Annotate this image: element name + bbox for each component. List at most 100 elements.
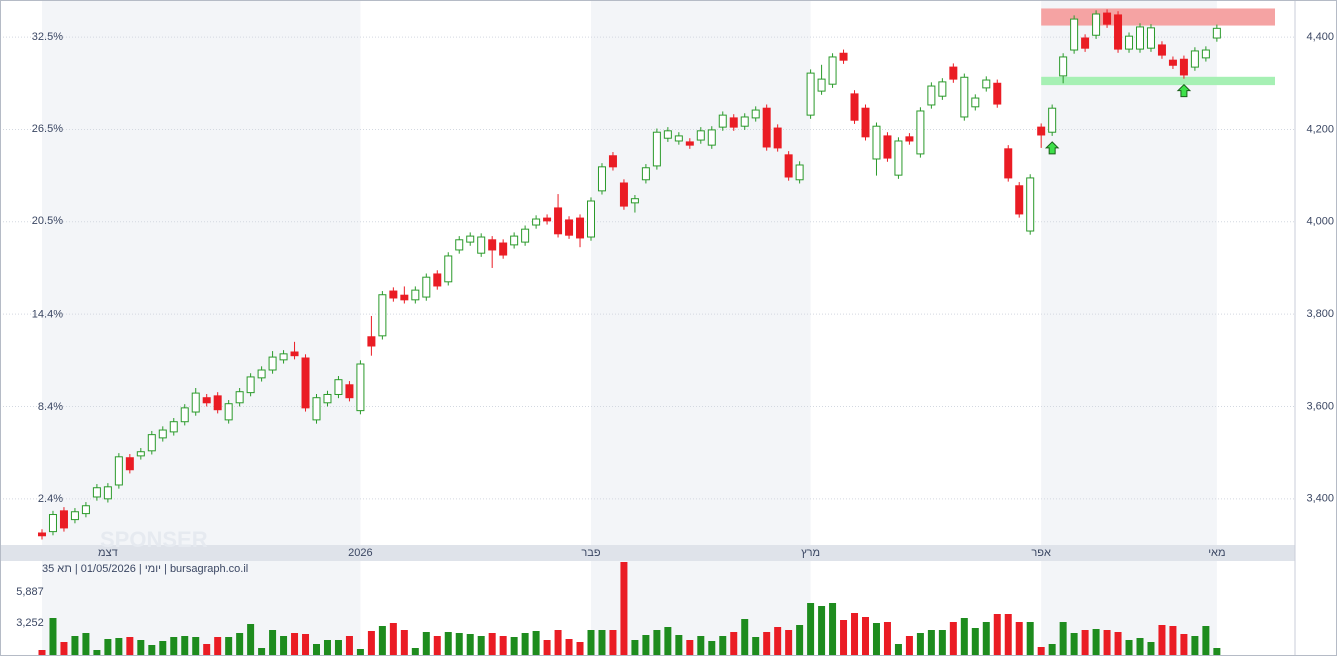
volume-bar bbox=[356, 649, 364, 655]
candle-body bbox=[323, 393, 332, 404]
candle-body bbox=[510, 235, 519, 246]
candle-body bbox=[400, 294, 409, 301]
buy-signal bbox=[1044, 141, 1060, 155]
candle-body bbox=[1201, 49, 1210, 59]
candle-body bbox=[433, 273, 442, 287]
volume-bar bbox=[236, 633, 244, 655]
candle-body bbox=[1136, 26, 1144, 50]
volume-bar bbox=[269, 630, 277, 655]
candle-body bbox=[608, 155, 617, 168]
candle-body bbox=[630, 198, 639, 204]
candle-body bbox=[301, 357, 310, 409]
candle-body bbox=[59, 510, 68, 529]
y2-tick-label: 2.4% bbox=[38, 493, 63, 505]
candle-body bbox=[488, 239, 497, 251]
candle-body bbox=[850, 93, 859, 121]
candle-body bbox=[762, 107, 771, 148]
volume-bar bbox=[1158, 625, 1166, 655]
date-axis bbox=[0, 545, 1295, 561]
volume-bar bbox=[719, 636, 727, 655]
buy-signal bbox=[1176, 83, 1192, 98]
volume-bar bbox=[796, 625, 804, 655]
volume-bar bbox=[1202, 626, 1210, 655]
volume-bar bbox=[455, 633, 463, 655]
y-tick-label: 3,600 bbox=[1306, 400, 1334, 412]
candle-body bbox=[158, 429, 167, 439]
volume-bar bbox=[280, 636, 288, 655]
volume-bar bbox=[960, 618, 968, 655]
candle-body bbox=[1212, 27, 1221, 39]
candle-body bbox=[1081, 37, 1090, 49]
volume-bar bbox=[565, 639, 573, 655]
volume-bar bbox=[1004, 614, 1012, 655]
candle-body bbox=[1070, 18, 1079, 51]
candle-body bbox=[334, 379, 343, 395]
volume-bar bbox=[609, 630, 617, 655]
candle-body bbox=[455, 239, 464, 251]
volume-bar bbox=[466, 634, 474, 655]
y2-tick-label: 26.5% bbox=[32, 123, 63, 135]
volume-bar bbox=[1026, 622, 1034, 655]
volume-bar bbox=[763, 632, 771, 655]
candle-body bbox=[652, 131, 661, 167]
y-tick-label: 4,000 bbox=[1306, 216, 1334, 228]
candle-body bbox=[444, 255, 453, 283]
candle-body bbox=[543, 217, 552, 222]
volume-bar bbox=[38, 650, 46, 655]
candle-body bbox=[718, 114, 727, 128]
volume-bar bbox=[1180, 634, 1188, 655]
candle-body bbox=[147, 434, 156, 452]
candle-body bbox=[378, 294, 387, 337]
candle-body bbox=[554, 207, 563, 235]
caption: יומי | 01/05/2026 | תא 35 | bursagraph.c… bbox=[42, 563, 248, 575]
candle-body bbox=[356, 363, 365, 412]
candle-body bbox=[1103, 12, 1112, 25]
candle-body bbox=[993, 82, 1002, 105]
volume-bar bbox=[686, 640, 694, 655]
volume-bar bbox=[225, 637, 233, 655]
y-tick-label: 3,800 bbox=[1306, 308, 1334, 320]
candle-body bbox=[641, 167, 650, 181]
volume-bar bbox=[389, 623, 397, 655]
volume-bar bbox=[818, 606, 826, 655]
candle-body bbox=[466, 235, 475, 243]
volume-bar bbox=[938, 630, 946, 655]
candle-body bbox=[740, 116, 749, 127]
candle-body bbox=[795, 164, 804, 181]
volume-bar bbox=[181, 636, 189, 655]
price-zone bbox=[1041, 76, 1275, 86]
x-tick-label: דצמ bbox=[98, 547, 118, 559]
volume-bar bbox=[840, 620, 848, 655]
y2-tick-label: 14.4% bbox=[32, 309, 63, 321]
volume-bar bbox=[894, 644, 902, 655]
candle-body bbox=[1037, 126, 1046, 136]
candle-body bbox=[597, 166, 606, 192]
volume-bar bbox=[291, 633, 299, 655]
candle-body bbox=[565, 219, 574, 236]
volume-bar bbox=[697, 636, 705, 655]
candle-body bbox=[1114, 14, 1123, 50]
volume-bar bbox=[203, 644, 211, 655]
candle-body bbox=[136, 451, 145, 457]
volume-bar bbox=[148, 645, 156, 655]
candle-body bbox=[345, 384, 354, 399]
candle-body bbox=[191, 392, 200, 413]
volume-bar bbox=[367, 631, 375, 655]
volume-tick-label: 3,252 bbox=[16, 617, 44, 629]
volume-bar bbox=[653, 630, 661, 655]
volume-bar bbox=[1169, 626, 1177, 655]
volume-bar bbox=[598, 630, 606, 655]
volume-bar bbox=[82, 633, 90, 655]
candle-body bbox=[894, 140, 903, 176]
volume-bar bbox=[708, 641, 716, 655]
candle-body bbox=[1026, 177, 1035, 232]
candle-body bbox=[784, 154, 793, 178]
candle-body bbox=[477, 236, 486, 254]
candle-body bbox=[290, 351, 299, 357]
candle-body bbox=[1168, 59, 1177, 66]
volume-bar bbox=[1125, 640, 1133, 655]
y-tick-label: 4,200 bbox=[1306, 123, 1334, 135]
candle-body bbox=[202, 397, 211, 404]
volume-bar bbox=[664, 627, 672, 655]
